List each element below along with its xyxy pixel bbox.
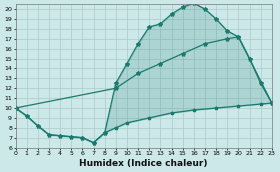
X-axis label: Humidex (Indice chaleur): Humidex (Indice chaleur) [80,159,208,168]
